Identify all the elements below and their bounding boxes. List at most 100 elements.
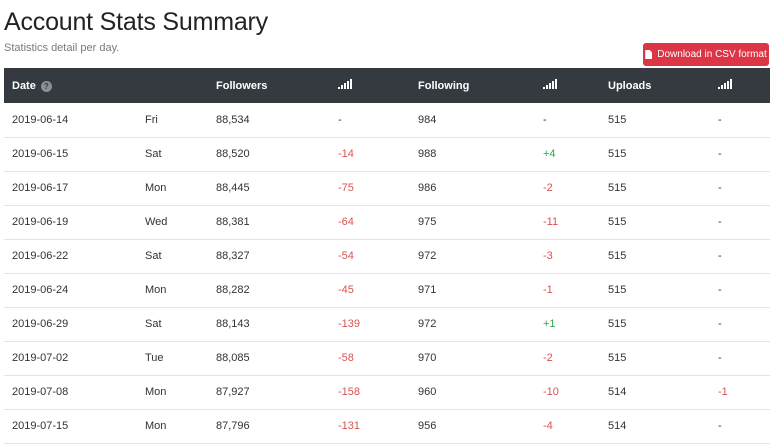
cell-uploads: 515 [608, 352, 627, 364]
cell-followers: 88,381 [216, 216, 250, 228]
cell-day: Tue [145, 352, 164, 364]
cell-date: 2019-07-08 [12, 386, 69, 398]
col-followers[interactable]: Followers [216, 79, 268, 92]
cell-date: 2019-06-15 [12, 148, 69, 160]
col-date[interactable]: Date? [4, 68, 208, 103]
signal-bars-icon [718, 79, 732, 92]
col-followers-change[interactable] [330, 68, 410, 103]
cell-uploads-change: - [718, 284, 722, 296]
cell-date: 2019-06-29 [12, 318, 69, 330]
cell-uploads-change: - [718, 352, 722, 364]
cell-day: Mon [145, 386, 167, 398]
cell-day: Mon [145, 420, 167, 432]
cell-following: 972 [418, 318, 437, 330]
cell-date: 2019-07-02 [12, 352, 69, 364]
download-csv-button[interactable]: Download in CSV format [643, 43, 769, 66]
col-following[interactable]: Following [418, 79, 470, 92]
cell-following: 986 [418, 182, 437, 194]
cell-followers-change: -158 [338, 386, 361, 398]
cell-uploads-change: -1 [718, 386, 728, 398]
cell-following-change: - [543, 113, 547, 126]
cell-uploads: 515 [608, 284, 627, 296]
cell-following: 971 [418, 284, 437, 296]
table-row: 2019-06-14 Fri 88,534 - 984 - 515 - [4, 103, 770, 137]
cell-date: 2019-06-24 [12, 284, 69, 296]
cell-following-change: +4 [543, 148, 556, 160]
cell-uploads: 514 [608, 420, 627, 432]
file-icon [645, 50, 653, 59]
cell-followers-change: -14 [338, 148, 354, 160]
page-subtitle: Statistics detail per day. [4, 42, 120, 54]
cell-followers: 87,927 [216, 386, 250, 398]
page-title: Account Stats Summary [4, 8, 268, 36]
cell-followers-change: -75 [338, 182, 354, 194]
cell-followers-change: -45 [338, 284, 354, 296]
cell-followers: 88,143 [216, 318, 250, 330]
cell-date: 2019-07-15 [12, 420, 69, 432]
cell-following-change: -1 [543, 284, 553, 296]
table-row: 2019-06-22 Sat 88,327 -54 972 -3 515 - [4, 239, 770, 273]
cell-uploads: 515 [608, 216, 627, 228]
table-row: 2019-06-24 Mon 88,282 -45 971 -1 515 - [4, 273, 770, 307]
cell-uploads: 515 [608, 113, 627, 126]
cell-following: 970 [418, 352, 437, 364]
cell-followers: 88,085 [216, 352, 250, 364]
cell-following: 972 [418, 250, 437, 262]
cell-uploads: 515 [608, 250, 627, 262]
cell-following-change: -3 [543, 250, 553, 262]
cell-followers-change: -54 [338, 250, 354, 262]
cell-following-change: -2 [543, 352, 553, 364]
cell-uploads: 515 [608, 182, 627, 194]
table-row: 2019-07-15 Mon 87,796 -131 956 -4 514 - [4, 409, 770, 443]
cell-uploads-change: - [718, 250, 722, 262]
cell-following: 956 [418, 420, 437, 432]
cell-followers-change: -131 [338, 420, 361, 432]
cell-followers-change: - [338, 113, 342, 126]
cell-following: 975 [418, 216, 437, 228]
signal-bars-icon [338, 79, 352, 92]
cell-day: Mon [145, 182, 167, 194]
cell-followers: 87,796 [216, 420, 250, 432]
col-following-change[interactable] [535, 68, 600, 103]
cell-day: Fri [145, 113, 158, 126]
cell-day: Sat [145, 148, 162, 160]
cell-followers-change: -64 [338, 216, 354, 228]
cell-day: Sat [145, 318, 162, 330]
cell-followers-change: -139 [338, 318, 361, 330]
cell-followers: 88,534 [216, 113, 250, 126]
cell-following-change: -11 [543, 216, 559, 228]
signal-bars-icon [543, 79, 557, 92]
col-date-label: Date [12, 79, 36, 92]
table-row: 2019-06-17 Mon 88,445 -75 986 -2 515 - [4, 171, 770, 205]
cell-date: 2019-06-19 [12, 216, 69, 228]
cell-following: 960 [418, 386, 437, 398]
cell-day: Sat [145, 250, 162, 262]
cell-uploads: 515 [608, 318, 627, 330]
cell-uploads: 514 [608, 386, 627, 398]
col-uploads-change[interactable] [710, 68, 770, 103]
question-circle-icon[interactable]: ? [40, 80, 52, 92]
cell-date: 2019-06-17 [12, 182, 69, 194]
table-row: 2019-06-29 Sat 88,143 -139 972 +1 515 - [4, 307, 770, 341]
cell-following: 988 [418, 148, 437, 160]
cell-followers: 88,445 [216, 182, 250, 194]
stats-table: Date? Followers Following Uploads 2019-0… [4, 68, 770, 444]
cell-following-change: -2 [543, 182, 553, 194]
cell-uploads-change: - [718, 318, 722, 330]
download-csv-label: Download in CSV format [657, 49, 767, 60]
cell-following-change: -10 [543, 386, 559, 398]
cell-day: Mon [145, 284, 167, 296]
cell-uploads-change: - [718, 420, 722, 432]
cell-followers: 88,327 [216, 250, 250, 262]
table-row: 2019-06-19 Wed 88,381 -64 975 -11 515 - [4, 205, 770, 239]
table-row: 2019-07-08 Mon 87,927 -158 960 -10 514 -1 [4, 375, 770, 409]
cell-uploads-change: - [718, 113, 722, 126]
cell-uploads-change: - [718, 182, 722, 194]
table-header-row: Date? Followers Following Uploads [4, 68, 770, 103]
cell-date: 2019-06-22 [12, 250, 69, 262]
cell-day: Wed [145, 216, 168, 228]
col-uploads[interactable]: Uploads [608, 79, 652, 92]
cell-followers-change: -58 [338, 352, 354, 364]
cell-following-change: -4 [543, 420, 553, 432]
table-row: 2019-07-02 Tue 88,085 -58 970 -2 515 - [4, 341, 770, 375]
